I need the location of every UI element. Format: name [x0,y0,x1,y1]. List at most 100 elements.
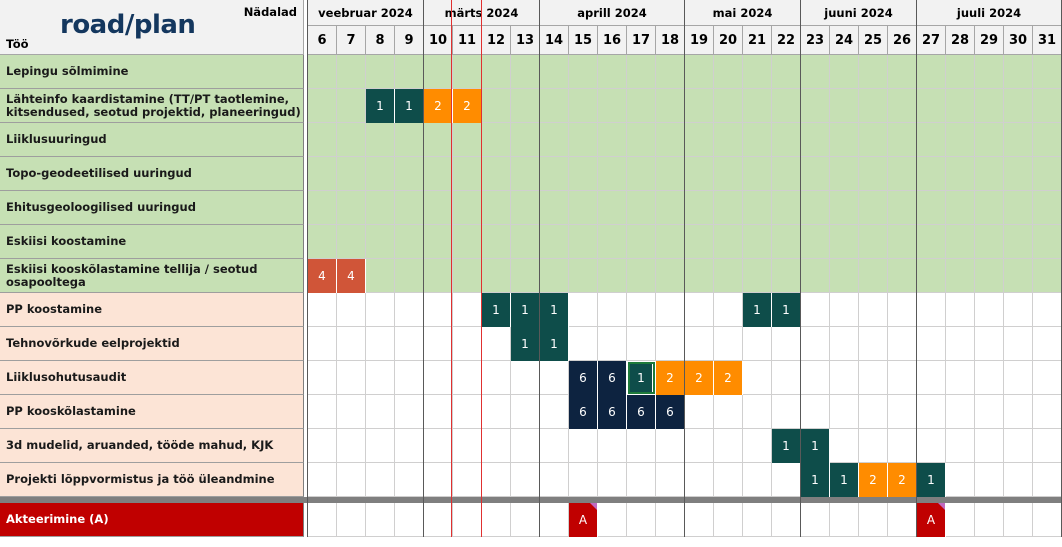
grid-cell[interactable] [627,55,656,89]
grid-cell[interactable] [511,259,540,293]
grid-cell[interactable] [801,123,830,157]
grid-cell[interactable] [801,55,830,89]
schedule-bar-cell[interactable]: 6 [598,361,627,395]
grid-cell[interactable] [656,123,685,157]
grid-cell[interactable] [453,463,482,497]
milestone-row-label[interactable]: Akteerimine (A) [0,503,304,537]
grid-cell[interactable] [308,293,337,327]
task-row-label[interactable]: Eskiisi kooskõlastamine tellija / seotud… [0,259,304,293]
grid-cell[interactable] [1004,395,1033,429]
grid-cell[interactable] [975,361,1004,395]
grid-cell[interactable] [366,225,395,259]
grid-cell[interactable] [424,361,453,395]
grid-cell[interactable] [482,191,511,225]
grid-cell[interactable] [830,191,859,225]
grid-cell[interactable] [598,293,627,327]
grid-cell[interactable] [627,157,656,191]
grid-cell[interactable] [337,157,366,191]
schedule-bar-cell[interactable]: 6 [598,395,627,429]
grid-cell[interactable] [917,327,946,361]
grid-cell[interactable] [395,429,424,463]
grid-cell[interactable] [598,503,627,537]
grid-cell[interactable] [772,225,801,259]
grid-cell[interactable] [801,361,830,395]
grid-cell[interactable] [801,327,830,361]
grid-cell[interactable] [1033,259,1062,293]
grid-cell[interactable] [946,259,975,293]
grid-cell[interactable] [395,293,424,327]
grid-cell[interactable] [830,429,859,463]
grid-cell[interactable] [424,503,453,537]
grid-cell[interactable] [627,225,656,259]
grid-cell[interactable] [424,395,453,429]
grid-cell[interactable] [714,293,743,327]
schedule-bar-cell[interactable]: 1 [830,463,859,497]
grid-cell[interactable] [453,191,482,225]
grid-cell[interactable] [859,293,888,327]
grid-cell[interactable] [569,89,598,123]
grid-cell[interactable] [308,191,337,225]
grid-cell[interactable] [627,503,656,537]
grid-cell[interactable] [1004,225,1033,259]
grid-cell[interactable] [569,225,598,259]
grid-cell[interactable] [482,89,511,123]
grid-cell[interactable] [424,429,453,463]
grid-cell[interactable] [685,463,714,497]
grid-cell[interactable] [308,327,337,361]
grid-cell[interactable] [366,191,395,225]
grid-cell[interactable] [888,293,917,327]
grid-cell[interactable] [656,463,685,497]
schedule-bar-cell[interactable]: 6 [656,395,685,429]
schedule-bar-cell[interactable]: 1 [540,327,569,361]
grid-cell[interactable] [627,293,656,327]
grid-cell[interactable] [337,503,366,537]
grid-cell[interactable] [366,361,395,395]
grid-cell[interactable] [946,327,975,361]
grid-cell[interactable] [772,503,801,537]
grid-cell[interactable] [975,89,1004,123]
grid-cell[interactable] [366,429,395,463]
grid-cell[interactable] [627,463,656,497]
task-row-label[interactable]: PP kooskõlastamine [0,395,304,429]
grid-cell[interactable] [482,429,511,463]
grid-cell[interactable] [888,361,917,395]
schedule-bar-cell[interactable]: 2 [714,361,743,395]
grid-cell[interactable] [540,191,569,225]
grid-cell[interactable] [801,503,830,537]
schedule-bar-cell[interactable]: 1 [772,293,801,327]
grid-cell[interactable] [1033,293,1062,327]
grid-cell[interactable] [511,191,540,225]
grid-cell[interactable] [859,259,888,293]
grid-cell[interactable] [482,55,511,89]
grid-cell[interactable] [1033,361,1062,395]
grid-cell[interactable] [366,259,395,293]
milestone-marker[interactable]: A [569,503,598,537]
grid-cell[interactable] [337,293,366,327]
grid-cell[interactable] [1033,429,1062,463]
grid-cell[interactable] [453,395,482,429]
grid-cell[interactable] [656,429,685,463]
grid-cell[interactable] [482,123,511,157]
grid-cell[interactable] [511,503,540,537]
grid-cell[interactable] [772,191,801,225]
task-row-label[interactable]: 3d mudelid, aruanded, tööde mahud, KJK [0,429,304,463]
grid-cell[interactable] [511,55,540,89]
grid-cell[interactable] [453,123,482,157]
grid-cell[interactable] [569,463,598,497]
grid-cell[interactable] [337,191,366,225]
grid-cell[interactable] [888,503,917,537]
grid-cell[interactable] [685,429,714,463]
grid-cell[interactable] [511,123,540,157]
grid-cell[interactable] [308,123,337,157]
grid-cell[interactable] [424,157,453,191]
grid-cell[interactable] [888,89,917,123]
grid-cell[interactable] [511,429,540,463]
grid-cell[interactable] [946,157,975,191]
grid-cell[interactable] [308,429,337,463]
grid-cell[interactable] [569,327,598,361]
grid-cell[interactable] [395,503,424,537]
grid-cell[interactable] [337,225,366,259]
grid-cell[interactable] [888,123,917,157]
grid-cell[interactable] [685,123,714,157]
schedule-bar-cell[interactable]: 4 [337,259,366,293]
